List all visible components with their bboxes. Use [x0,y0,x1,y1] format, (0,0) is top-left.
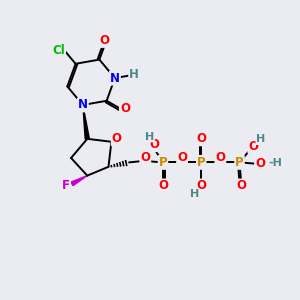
Text: H: H [129,68,139,81]
Text: H: H [190,189,200,199]
Text: N: N [78,98,88,112]
Text: Cl: Cl [52,44,65,57]
Text: P: P [159,156,167,169]
Text: N: N [110,72,120,85]
Polygon shape [83,105,89,139]
Text: O: O [120,102,130,115]
Text: O: O [236,179,246,192]
Text: O: O [215,151,225,164]
Polygon shape [71,176,87,186]
Text: O: O [99,34,110,47]
Text: O: O [196,132,206,145]
Text: -H: -H [268,158,282,168]
Text: O: O [149,138,159,151]
Text: H: H [145,132,154,142]
Text: O: O [255,158,265,170]
Text: P: P [235,156,244,169]
Text: O: O [177,151,187,164]
Text: P: P [197,156,206,169]
Text: O: O [196,179,206,192]
Text: F: F [62,179,70,192]
Text: H: H [256,134,265,144]
Text: O: O [140,151,150,164]
Text: O: O [112,132,122,145]
Text: O: O [248,140,258,153]
Text: O: O [158,179,168,192]
